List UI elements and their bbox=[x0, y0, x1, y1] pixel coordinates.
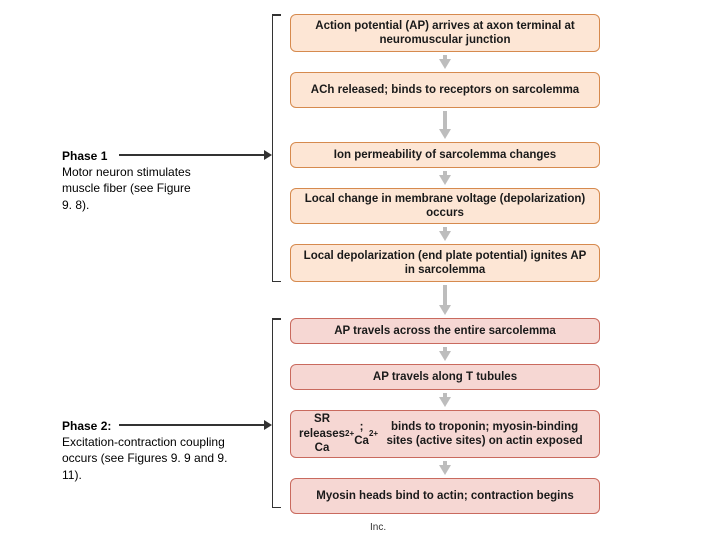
phase2-bracket bbox=[272, 318, 273, 508]
flow-arrow-4 bbox=[439, 305, 451, 315]
phase1-desc: Motor neuron stimulates muscle fiber (se… bbox=[62, 165, 191, 211]
phase1-label: Phase 1 Motor neuron stimulates muscle f… bbox=[62, 148, 202, 213]
phase2-label: Phase 2: Excitation-contraction coupling… bbox=[62, 418, 232, 483]
flow-arrow-5 bbox=[439, 351, 451, 361]
phase2-desc: Excitation-contraction coupling occurs (… bbox=[62, 435, 227, 481]
footer-text: Inc. bbox=[370, 522, 386, 533]
flow-arrow-6 bbox=[439, 397, 451, 407]
phase1-step-1: ACh released; binds to receptors on sarc… bbox=[290, 72, 600, 108]
phase2-step-2: SR releases Ca2+; Ca2+ binds to troponin… bbox=[290, 410, 600, 458]
flow-arrow-shaft-1 bbox=[443, 111, 447, 131]
flowchart-diagram: Phase 1 Motor neuron stimulates muscle f… bbox=[0, 0, 720, 540]
flow-arrow-1 bbox=[439, 129, 451, 139]
phase2-step-1: AP travels along T tubules bbox=[290, 364, 600, 390]
flow-arrow-shaft-4 bbox=[443, 285, 447, 307]
phase2-step-0: AP travels across the entire sarcolemma bbox=[290, 318, 600, 344]
flow-arrow-0 bbox=[439, 59, 451, 69]
phase1-step-4: Local depolarization (end plate potentia… bbox=[290, 244, 600, 282]
phase1-step-2: Ion permeability of sarcolemma changes bbox=[290, 142, 600, 168]
phase1-connector-arrow bbox=[264, 150, 272, 160]
phase2-connector-arrow bbox=[264, 420, 272, 430]
phase1-step-0: Action potential (AP) arrives at axon te… bbox=[290, 14, 600, 52]
flow-arrow-2 bbox=[439, 175, 451, 185]
phase1-step-3: Local change in membrane voltage (depola… bbox=[290, 188, 600, 224]
phase2-title: Phase 2: bbox=[62, 419, 111, 433]
flow-arrow-3 bbox=[439, 231, 451, 241]
flow-arrow-7 bbox=[439, 465, 451, 475]
phase2-step-3: Myosin heads bind to actin; contraction … bbox=[290, 478, 600, 514]
phase1-title: Phase 1 bbox=[62, 149, 107, 163]
phase1-bracket bbox=[272, 14, 273, 282]
